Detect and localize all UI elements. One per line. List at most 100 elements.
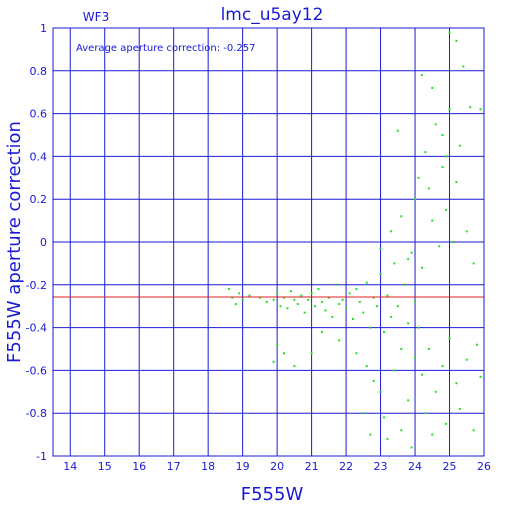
data-point	[455, 382, 458, 385]
data-point	[241, 298, 244, 301]
data-point	[296, 303, 299, 306]
data-point	[451, 241, 454, 243]
data-point	[400, 429, 403, 432]
data-point	[389, 315, 392, 318]
data-point	[317, 288, 320, 291]
data-point	[383, 330, 386, 333]
x-tick-label: 24	[408, 460, 422, 473]
y-tick-label: 1	[40, 22, 47, 35]
data-point	[345, 307, 348, 310]
y-tick-label: -0.6	[26, 364, 47, 377]
data-point	[362, 412, 365, 415]
data-point	[286, 307, 289, 310]
data-point	[314, 305, 317, 308]
data-point	[462, 65, 465, 68]
data-point	[310, 352, 313, 355]
data-point	[479, 108, 482, 111]
y-tick-labels: 1 0.8 0.6 0.4 0.2 0 -0.2 -0.4 -0.6 -0.8 -1	[26, 22, 47, 463]
y-tick-label: -0.8	[26, 407, 47, 420]
x-tick-label: 16	[132, 460, 146, 473]
data-point	[403, 283, 406, 286]
data-point	[417, 326, 420, 329]
data-point	[272, 360, 275, 363]
data-point	[234, 303, 237, 306]
data-points	[227, 31, 482, 449]
data-point	[420, 266, 423, 269]
data-point	[379, 247, 382, 250]
x-tick-label: 25	[443, 460, 457, 473]
chip-label: WF3	[83, 10, 109, 24]
y-tick-label: -1	[36, 450, 47, 463]
data-point	[258, 296, 261, 299]
data-point	[427, 348, 430, 350]
data-point	[424, 151, 427, 154]
data-point	[396, 305, 399, 308]
data-point	[479, 375, 482, 378]
data-point	[293, 365, 296, 368]
data-point	[289, 290, 292, 293]
data-point	[324, 309, 327, 312]
data-point	[445, 422, 448, 425]
data-point	[431, 433, 434, 436]
data-point	[320, 330, 323, 333]
data-point	[348, 292, 351, 295]
data-point	[248, 294, 251, 297]
y-tick-label: -0.2	[26, 279, 47, 292]
data-point	[393, 262, 396, 265]
data-point	[365, 281, 368, 284]
x-tick-label: 19	[236, 460, 250, 473]
data-point	[400, 215, 403, 218]
data-point	[400, 348, 403, 350]
data-point	[341, 298, 344, 301]
data-point	[279, 305, 282, 308]
data-point	[441, 166, 444, 169]
data-point	[379, 273, 382, 276]
y-tick-label: 0.8	[30, 65, 48, 78]
data-point	[303, 311, 306, 314]
data-point	[320, 300, 323, 303]
data-point	[276, 343, 279, 346]
data-point	[431, 86, 434, 89]
y-tick-label: 0	[40, 236, 47, 249]
x-tick-label: 18	[201, 460, 215, 473]
data-point	[434, 390, 437, 393]
data-point	[469, 106, 472, 109]
data-point	[472, 429, 475, 432]
x-tick-label: 22	[339, 460, 353, 473]
data-point	[327, 296, 330, 299]
data-point	[351, 318, 354, 321]
data-point	[441, 365, 444, 368]
data-point	[331, 315, 334, 318]
data-point	[414, 356, 417, 359]
y-tick-label: -0.4	[26, 322, 47, 335]
data-point	[448, 31, 451, 34]
data-point	[458, 407, 461, 410]
x-axis-label: F555W	[241, 484, 304, 505]
data-point	[407, 258, 410, 261]
x-tick-label: 15	[98, 460, 112, 473]
data-point	[465, 230, 468, 233]
data-point	[417, 176, 420, 179]
data-point	[383, 416, 386, 419]
data-point	[293, 298, 296, 301]
data-point	[448, 337, 451, 340]
data-point	[458, 144, 461, 147]
data-point	[407, 322, 410, 325]
data-point	[420, 74, 423, 77]
x-tick-label: 20	[270, 460, 284, 473]
data-point	[355, 352, 358, 355]
x-tick-label: 21	[305, 460, 319, 473]
data-point	[445, 208, 448, 211]
data-point	[283, 296, 286, 299]
data-point	[410, 446, 413, 449]
data-point	[238, 292, 241, 295]
data-point	[424, 412, 427, 415]
data-point	[310, 292, 313, 295]
data-point	[372, 380, 375, 383]
plot-frame	[52, 27, 485, 457]
x-tick-label: 17	[167, 460, 181, 473]
data-point	[365, 365, 368, 368]
y-axis-label: F555W aperture correction	[4, 121, 25, 363]
data-point	[372, 296, 375, 299]
data-point	[410, 251, 413, 254]
